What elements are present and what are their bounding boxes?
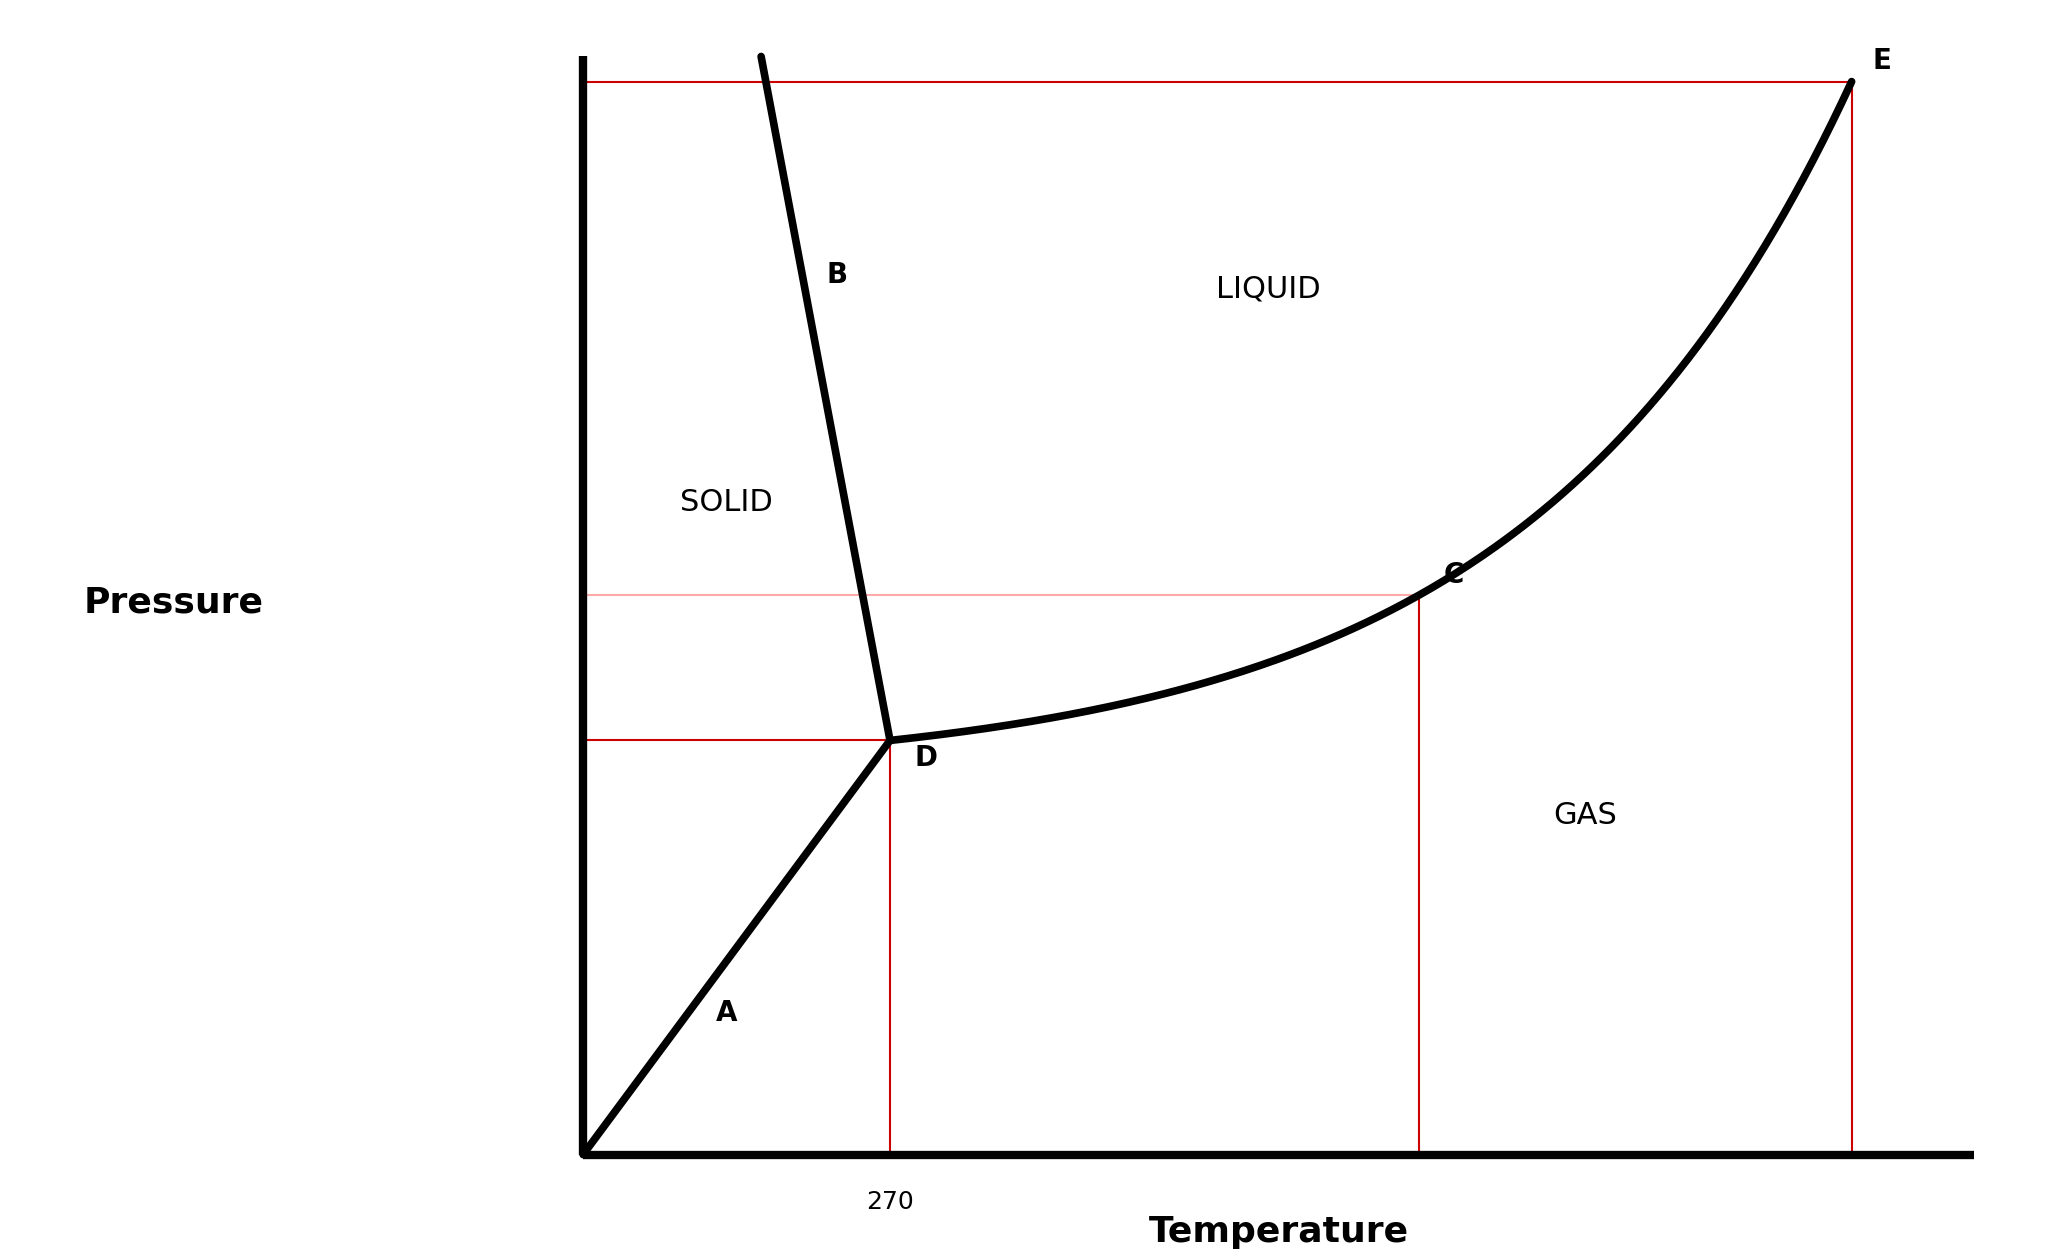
- Text: LIQUID: LIQUID: [1215, 274, 1322, 304]
- Text: 270: 270: [865, 1190, 915, 1214]
- Text: Pressure: Pressure: [84, 585, 264, 620]
- Text: A: A: [716, 999, 739, 1027]
- Text: C: C: [1444, 561, 1463, 589]
- Text: E: E: [1872, 48, 1891, 75]
- Text: GAS: GAS: [1553, 801, 1618, 831]
- Text: SOLID: SOLID: [679, 487, 773, 517]
- Text: B: B: [827, 261, 847, 290]
- Text: Temperature: Temperature: [1148, 1215, 1410, 1249]
- Text: D: D: [915, 744, 937, 772]
